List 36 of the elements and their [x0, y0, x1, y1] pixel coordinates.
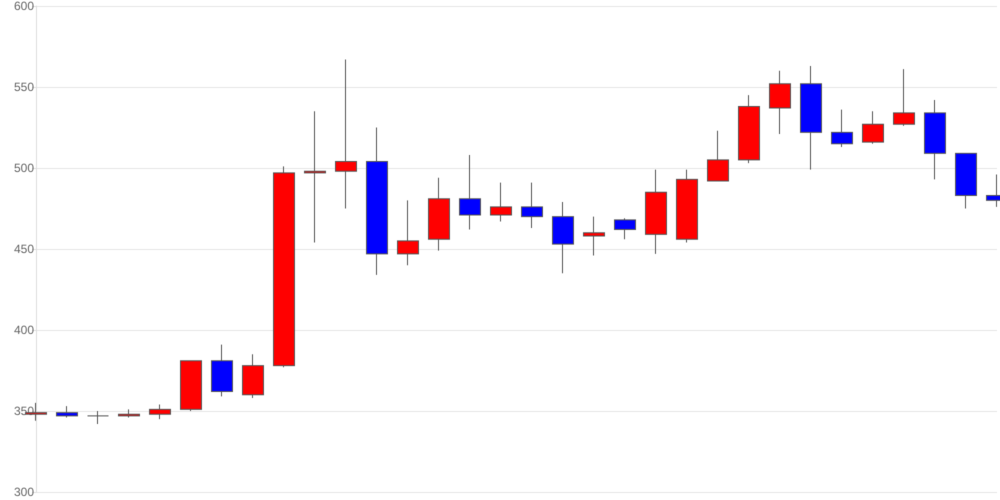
candlestick: [645, 169, 667, 254]
candlestick: [955, 152, 977, 209]
candlestick: [459, 154, 481, 230]
candlestick: [862, 110, 884, 144]
candlestick: [738, 94, 760, 164]
candlestick: [87, 410, 109, 424]
candlestick: [769, 70, 791, 134]
candlestick: [521, 182, 543, 228]
candlestick: [180, 360, 202, 412]
y-tick-label: 600: [14, 0, 34, 13]
candlestick: [366, 127, 388, 276]
y-tick-label: 300: [14, 485, 34, 499]
y-tick-label: 400: [14, 323, 34, 337]
candlestick: [397, 200, 419, 266]
candlestick: [149, 404, 171, 420]
y-tick-label: 550: [14, 80, 34, 94]
candlestick: [56, 406, 78, 418]
candlestick: [924, 99, 946, 180]
candlestick: [552, 202, 574, 274]
candlestick: [118, 408, 140, 418]
candlestick: [676, 169, 698, 244]
candlestick: [490, 182, 512, 222]
candlestick: [831, 109, 853, 148]
candlestick: [304, 110, 326, 244]
candlestick: [614, 218, 636, 240]
candlestick: [707, 130, 729, 182]
candlestick: [800, 65, 822, 170]
candlestick: [273, 166, 295, 368]
candlestick: [335, 58, 357, 209]
candlestick: [242, 354, 264, 399]
candlestick: [893, 68, 915, 126]
y-tick-label: 500: [14, 161, 34, 175]
candlestick: [428, 177, 450, 252]
candlestick: [211, 344, 233, 397]
y-tick-label: 450: [14, 242, 34, 256]
candlestick: [583, 216, 605, 256]
